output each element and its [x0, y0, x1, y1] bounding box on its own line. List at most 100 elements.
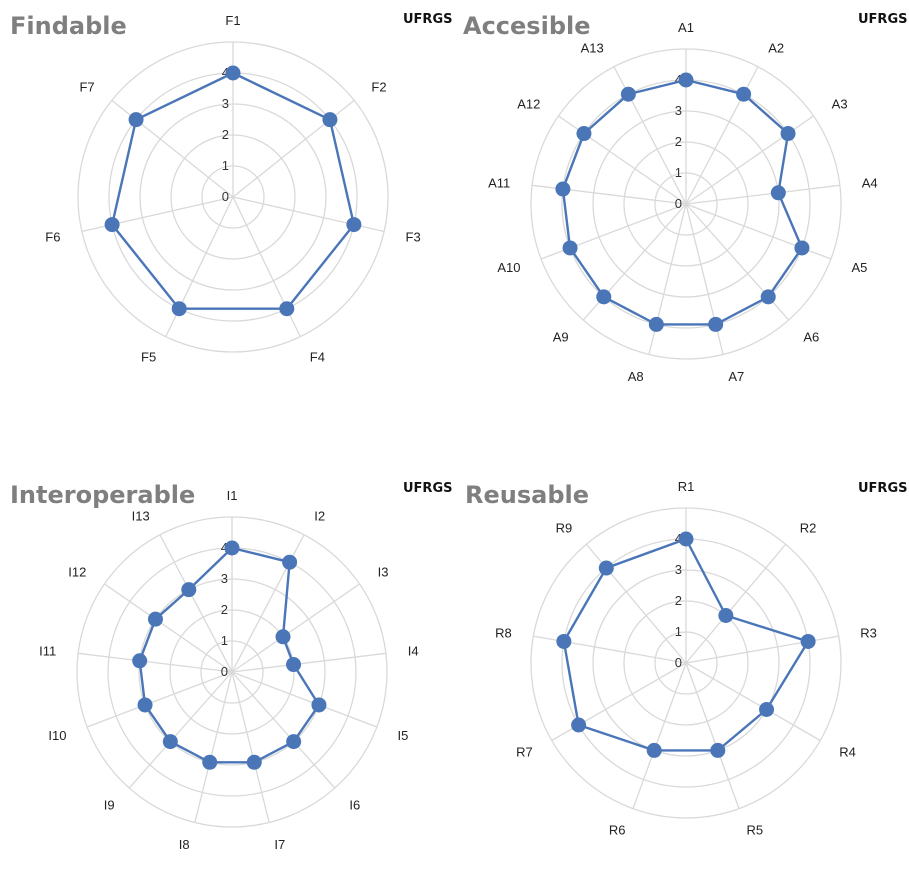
data-point-r8: [556, 633, 572, 649]
category-label-f5: F5: [141, 349, 156, 364]
category-label-r6: R6: [609, 822, 626, 837]
category-label-i5: I5: [397, 728, 408, 743]
category-label-i1: I1: [227, 488, 238, 503]
data-point-i8: [202, 754, 218, 770]
data-point-i13: [181, 582, 197, 598]
data-point-a4: [770, 185, 786, 201]
category-label-r2: R2: [800, 520, 817, 535]
data-point-r4: [759, 702, 775, 717]
spoke-line: [231, 534, 305, 673]
radial-tick-label: 3: [675, 562, 682, 577]
data-point-i9: [162, 734, 178, 750]
chart-title: Accesible: [463, 12, 591, 40]
category-label-i3: I3: [378, 564, 389, 579]
chart-title: Reusable: [465, 481, 590, 509]
category-label-r9: R9: [556, 520, 573, 535]
spoke-line: [128, 671, 233, 789]
findable-radar-chart: 0 1 2 3 4 F1 F2 F3 F4 F5 F6 F7: [45, 13, 420, 364]
spoke-line: [231, 671, 336, 789]
data-point-f6: [104, 217, 120, 233]
category-label-a11: A11: [488, 176, 510, 191]
radial-tick-label: 0: [222, 189, 229, 204]
radial-tick-label: 1: [675, 624, 682, 639]
category-label-r5: R5: [747, 822, 764, 837]
data-point-r1: [678, 531, 694, 547]
data-point-a2: [736, 86, 752, 102]
spoke-line: [81, 196, 234, 233]
category-label-r8: R8: [495, 625, 512, 640]
category-label-a13: A13: [581, 40, 604, 55]
data-point-f3: [346, 217, 362, 233]
spoke-line: [159, 534, 233, 673]
radial-tick-label: 3: [675, 103, 682, 118]
data-point-a1: [678, 72, 694, 88]
series-line: [110, 71, 356, 310]
data-point-i10: [137, 697, 153, 713]
radial-tick-label: 2: [222, 127, 229, 142]
category-label-a8: A8: [628, 369, 644, 384]
institution-tag: UFRGS: [403, 481, 453, 496]
data-point-i6: [286, 734, 302, 750]
spoke-line: [86, 671, 233, 728]
radial-tick-label: 1: [675, 165, 682, 180]
category-label-f2: F2: [371, 80, 386, 95]
spoke-line: [685, 662, 821, 742]
radial-tick-label: 1: [221, 633, 228, 648]
data-point-i4: [286, 657, 302, 673]
category-label-i9: I9: [104, 797, 115, 812]
data-point-i7: [246, 754, 262, 770]
spoke-line: [533, 635, 687, 664]
interoperable-radar-chart: 0 1 2 3 4 I1 I2 I3 I4 I5 I6 I7 I8 I9 I10 I11 I12 I13: [39, 488, 418, 852]
data-point-r2: [718, 608, 734, 624]
category-label-a3: A3: [832, 96, 848, 111]
series-line: [562, 537, 810, 752]
spoke-line: [232, 196, 385, 233]
radar-charts-grid: Findable UFRGS 0 1 2 3 4 F1 F2 F3 F4 F5 F6 F7 Acces…: [10, 12, 907, 852]
category-label-r1: R1: [678, 479, 695, 494]
series-line: [561, 78, 804, 326]
spoke-line: [648, 203, 687, 355]
spoke-line: [685, 203, 790, 321]
institution-tag: UFRGS: [403, 12, 453, 27]
data-point-i3: [275, 629, 291, 645]
category-label-a9: A9: [553, 329, 569, 344]
category-label-r7: R7: [516, 745, 533, 760]
data-point-a9: [596, 289, 612, 305]
data-point-a6: [760, 289, 776, 305]
category-label-f4: F4: [310, 349, 325, 364]
data-point-i11: [132, 653, 148, 669]
data-point-r6: [646, 742, 662, 758]
data-point-f4: [279, 301, 295, 317]
spoke-line: [78, 652, 233, 673]
spoke-line: [685, 543, 787, 664]
chart-title: Findable: [10, 12, 127, 40]
category-label-a6: A6: [803, 329, 819, 344]
spoke-line: [231, 671, 378, 728]
category-label-i10: I10: [48, 728, 66, 743]
radial-tick-label: 4: [675, 531, 682, 546]
radial-tick-label: 2: [675, 134, 682, 149]
data-point-a10: [562, 240, 578, 256]
data-point-a3: [780, 126, 796, 142]
reusable-panel: Reusable UFRGS 0 1 2 3 4 R1 R2 R3 R4 R5 R6 R7 R8 R9: [455, 459, 909, 889]
data-point-r3: [800, 633, 816, 649]
category-label-i12: I12: [68, 564, 86, 579]
data-point-f5: [171, 301, 187, 317]
radial-tick-label: 4: [675, 72, 682, 87]
category-label-i13: I13: [132, 508, 150, 523]
spoke-line: [231, 652, 386, 673]
chart-title: Interoperable: [10, 481, 196, 509]
data-point-i1: [224, 540, 240, 556]
spoke-line: [685, 662, 740, 809]
data-point-a8: [648, 316, 664, 332]
spoke-line: [104, 583, 233, 673]
data-point-a5: [794, 240, 810, 256]
category-label-i8: I8: [179, 837, 190, 852]
spoke-line: [231, 671, 270, 823]
category-label-a7: A7: [728, 369, 744, 384]
spoke-line: [551, 662, 687, 742]
data-point-i2: [282, 554, 298, 570]
radial-tick-label: 0: [675, 655, 682, 670]
category-label-a2: A2: [768, 40, 784, 55]
category-label-i7: I7: [274, 837, 285, 852]
